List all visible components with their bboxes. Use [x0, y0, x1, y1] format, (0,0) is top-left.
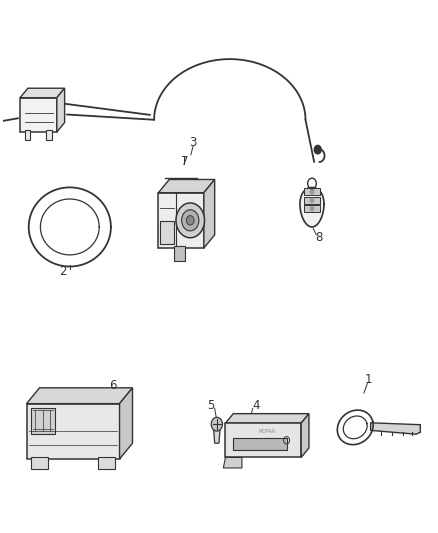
Text: 3: 3: [189, 136, 197, 149]
Text: 1: 1: [364, 374, 372, 386]
Polygon shape: [27, 388, 133, 403]
Bar: [233, 438, 287, 449]
Text: 5: 5: [208, 399, 215, 411]
Circle shape: [314, 146, 321, 154]
Bar: [304, 189, 320, 195]
Bar: [31, 457, 48, 469]
Circle shape: [310, 190, 314, 194]
Polygon shape: [371, 423, 420, 434]
Text: 4: 4: [252, 399, 260, 411]
Polygon shape: [223, 457, 242, 468]
Polygon shape: [204, 180, 215, 248]
Bar: [160, 221, 174, 244]
Circle shape: [176, 203, 205, 238]
Polygon shape: [20, 88, 65, 98]
Circle shape: [186, 216, 194, 225]
Text: MOPAR: MOPAR: [259, 429, 276, 434]
Bar: [31, 408, 55, 434]
Circle shape: [310, 198, 314, 203]
Bar: [27, 403, 120, 459]
Bar: [20, 98, 57, 132]
Bar: [174, 246, 185, 261]
Text: 7: 7: [180, 155, 188, 167]
Polygon shape: [120, 388, 133, 459]
Text: 2: 2: [60, 265, 67, 278]
Text: 6: 6: [110, 378, 117, 392]
Bar: [159, 192, 204, 248]
Circle shape: [211, 417, 223, 431]
Polygon shape: [57, 88, 65, 132]
Bar: [25, 131, 31, 140]
Polygon shape: [213, 426, 220, 443]
Bar: [226, 423, 301, 457]
Bar: [98, 457, 115, 469]
Bar: [304, 197, 320, 204]
Polygon shape: [301, 414, 309, 457]
Polygon shape: [226, 414, 309, 423]
Bar: [304, 205, 320, 212]
Bar: [46, 131, 52, 140]
Polygon shape: [300, 188, 324, 227]
Circle shape: [310, 207, 314, 211]
Text: 8: 8: [315, 231, 322, 244]
Circle shape: [182, 210, 199, 231]
Polygon shape: [159, 180, 215, 192]
